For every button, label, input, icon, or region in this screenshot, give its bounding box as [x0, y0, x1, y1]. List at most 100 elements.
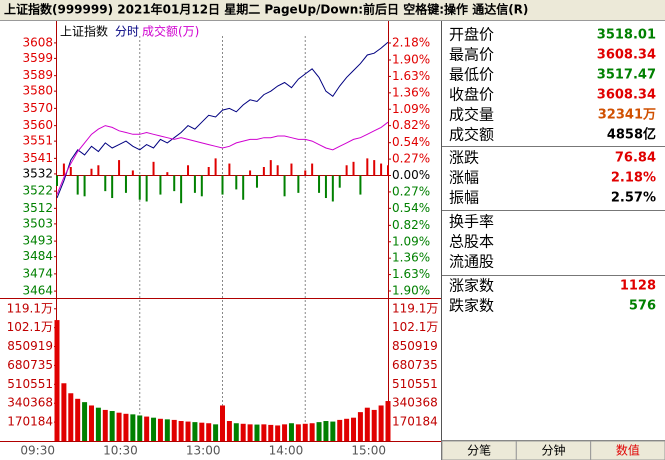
- volume-bar: [226, 421, 232, 441]
- tab-label: 分钟: [541, 443, 565, 458]
- strength-bar: [138, 175, 141, 200]
- volume-tick-label: 850919: [392, 339, 438, 353]
- volume-tick-label: 170184: [392, 415, 438, 429]
- y-tick-label: 3580: [22, 84, 53, 98]
- strength-bar: [118, 160, 121, 176]
- volume-bar: [88, 405, 94, 441]
- volume-bar: [199, 422, 205, 441]
- volume-bar: [351, 417, 357, 441]
- strength-bar: [104, 175, 107, 192]
- info-value: 2.57%: [611, 191, 656, 206]
- info-label: 跌家数: [449, 297, 494, 315]
- strength-bar: [331, 175, 334, 202]
- info-label: 涨幅: [449, 169, 479, 187]
- volume-bar: [171, 419, 177, 441]
- x-tick-label: 10:30: [103, 444, 138, 458]
- volume-bar: [233, 423, 239, 441]
- y2-tick-label: 0.27%: [392, 184, 430, 198]
- volume-bar: [116, 412, 122, 441]
- info-label: 流通股: [449, 253, 494, 271]
- title-bar: [0, 0, 665, 20]
- y-tick-label: 3474: [22, 266, 53, 280]
- strength-bar: [276, 165, 279, 176]
- volume-bar: [268, 424, 274, 441]
- volume-bar: [275, 425, 281, 441]
- strength-bar: [255, 175, 258, 188]
- y2-tick-label: 0.54%: [392, 135, 430, 149]
- volume-bar: [75, 398, 81, 441]
- y-tick-label: 3589: [22, 68, 53, 82]
- strength-bar: [221, 175, 224, 195]
- volume-bar: [102, 409, 108, 441]
- volume-bar: [364, 407, 370, 441]
- volume-bar: [344, 418, 350, 441]
- volume-tick-label: 510551: [392, 377, 438, 391]
- y-tick-label: 3522: [22, 184, 53, 198]
- series-line: [56, 41, 389, 199]
- volume-bar: [178, 421, 184, 441]
- info-label: 成交额: [449, 126, 494, 144]
- volume-bar: [68, 393, 74, 441]
- volume-bar: [109, 411, 115, 441]
- series-line: [56, 121, 389, 195]
- strength-bar: [214, 158, 217, 176]
- strength-bar: [373, 160, 376, 176]
- info-value: 2.18%: [611, 171, 656, 186]
- strength-bar: [56, 175, 58, 186]
- volume-bar: [337, 419, 343, 441]
- strength-bar: [269, 160, 272, 176]
- y-tick-label: 3570: [22, 101, 53, 115]
- info-label: 成交量: [449, 106, 494, 124]
- strength-bar: [387, 165, 389, 176]
- strength-bar: [359, 175, 362, 195]
- info-label: 总股本: [449, 233, 494, 251]
- strength-bar: [187, 165, 190, 176]
- legend-entry: 分时: [115, 25, 139, 39]
- strength-bar: [297, 175, 300, 193]
- y2-tick-label: 1.63%: [392, 69, 430, 83]
- volume-bar: [213, 424, 219, 441]
- info-label: 换手率: [449, 213, 494, 231]
- volume-bar: [330, 421, 336, 441]
- volume-bar: [123, 413, 129, 441]
- info-label: 涨跌: [449, 149, 479, 167]
- y2-tick-label: 1.36%: [392, 85, 430, 99]
- volume-bar: [130, 414, 136, 441]
- info-label: 涨家数: [449, 277, 494, 295]
- strength-bar: [145, 175, 148, 202]
- volume-tick-label: 102.1万: [392, 320, 438, 334]
- strength-bar: [228, 163, 231, 176]
- info-label: 收盘价: [449, 86, 494, 104]
- info-value: 1128: [620, 279, 656, 294]
- y2-tick-label: 1.09%: [392, 102, 430, 116]
- strength-bar: [366, 158, 369, 176]
- y2-tick-label: 0.27%: [392, 152, 430, 166]
- strength-bar: [318, 175, 321, 193]
- strength-bar: [200, 175, 203, 197]
- tab[interactable]: [590, 440, 665, 460]
- strength-bar: [242, 175, 245, 200]
- volume-bar: [192, 422, 198, 441]
- legend-entry: 成交额(万): [142, 24, 199, 39]
- strength-bar: [90, 168, 93, 176]
- volume-tick-label: 170184: [7, 415, 53, 429]
- strength-bar: [262, 167, 265, 176]
- volume-tick-label: 680735: [392, 358, 438, 372]
- x-tick-label: 15:00: [351, 444, 386, 458]
- volume-tick-label: 119.1万: [392, 301, 438, 315]
- strength-bar: [152, 161, 155, 176]
- strength-bar: [97, 165, 100, 176]
- strength-bar: [180, 175, 183, 204]
- y-tick-label: 3608: [22, 35, 53, 49]
- info-value: 3517.47: [597, 68, 656, 83]
- strength-bar: [62, 163, 65, 176]
- volume-bar: [95, 407, 101, 441]
- y2-tick-label: 1.63%: [392, 267, 430, 281]
- strength-bar: [69, 167, 72, 176]
- volume-bar: [151, 417, 157, 441]
- strength-bar: [249, 170, 252, 176]
- title: 上证指数(999999) 2021年01月12日 星期二 PageUp/Down…: [4, 2, 528, 17]
- volume-bar: [309, 423, 315, 441]
- volume-bar: [157, 418, 163, 441]
